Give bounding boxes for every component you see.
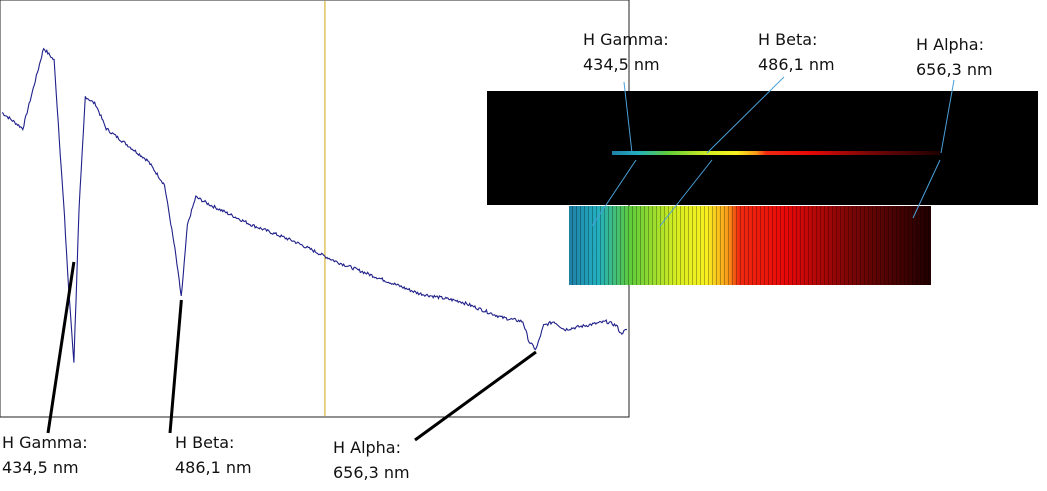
h-alpha-name: H Alpha: [333, 438, 401, 457]
h-gamma-wavelength: 434,5 nm [2, 458, 79, 477]
h-gamma-top-name: H Gamma: [583, 30, 669, 49]
emission-band [612, 151, 940, 155]
h-beta-bottom-label: H Beta: 486,1 nm [175, 430, 252, 480]
drop-line-0 [46, 261, 76, 434]
h-gamma-top-wavelength: 434,5 nm [583, 55, 660, 74]
drop-line-2 [414, 350, 537, 442]
h-alpha-wavelength: 656,3 nm [333, 463, 410, 482]
spectrum-plot [0, 0, 630, 442]
pointer-line-3 [591, 159, 637, 227]
spectrum-pointers [591, 76, 955, 227]
pointer-line-0 [623, 81, 633, 154]
h-gamma-name: H Gamma: [2, 433, 88, 452]
h-beta-top-name: H Beta: [758, 30, 818, 49]
h-alpha-top-wavelength: 656,3 nm [916, 60, 993, 79]
pointer-line-2 [940, 79, 955, 154]
h-beta-top-wavelength: 486,1 nm [758, 55, 835, 74]
h-beta-name: H Beta: [175, 433, 235, 452]
color-spectrum-lines [569, 206, 931, 285]
pointer-line-4 [659, 159, 713, 227]
intensity-curve [1, 47, 628, 363]
emission-spectrum-image [487, 91, 1038, 205]
spectrum-images [487, 76, 1038, 285]
h-gamma-top-label: H Gamma: 434,5 nm [583, 27, 669, 77]
h-beta-top-label: H Beta: 486,1 nm [758, 27, 835, 77]
h-beta-wavelength: 486,1 nm [175, 458, 252, 477]
drop-line-1 [168, 299, 183, 434]
pointer-line-1 [706, 76, 785, 154]
plot-frame [0, 0, 630, 418]
h-alpha-top-name: H Alpha: [916, 35, 984, 54]
line-markers [46, 261, 537, 442]
pointer-line-5 [912, 159, 941, 219]
h-gamma-bottom-label: H Gamma: 434,5 nm [2, 430, 88, 480]
h-alpha-top-label: H Alpha: 656,3 nm [916, 32, 993, 82]
h-alpha-bottom-label: H Alpha: 656,3 nm [333, 435, 410, 485]
